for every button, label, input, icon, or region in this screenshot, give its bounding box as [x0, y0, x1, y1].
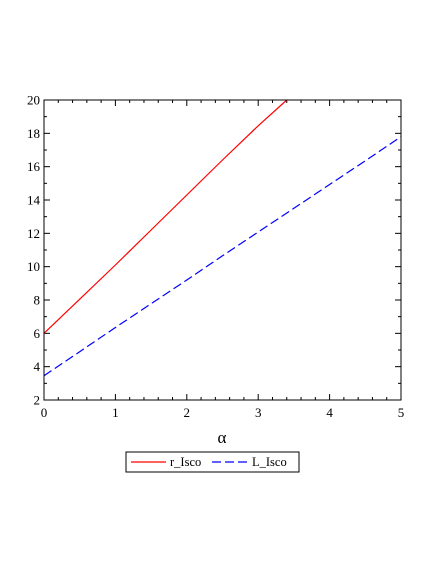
y-tick-label: 12: [27, 226, 40, 241]
series-line-l-isco: [43, 136, 402, 377]
series-layer: [43, 99, 402, 377]
x-tick-label: 5: [398, 405, 405, 420]
x-tick-label: 0: [41, 405, 48, 420]
legend-label-l-isco: L_Isco: [252, 455, 287, 469]
x-tick-label: 4: [326, 405, 333, 420]
series-line-r-isco: [43, 99, 288, 334]
y-tick-label: 14: [27, 193, 41, 208]
x-tick-label: 1: [112, 405, 119, 420]
x-tick-label: 2: [184, 405, 191, 420]
legend-label-r-isco: r_Isco: [170, 455, 201, 469]
y-tick-label: 16: [27, 159, 41, 174]
y-tick-label: 4: [34, 359, 41, 374]
plot-frame: [43, 99, 402, 401]
x-tick-label: 3: [255, 405, 262, 420]
legend: r_Isco L_Isco: [125, 451, 300, 473]
x-axis-ticks: 0 1 2 3 4 5: [41, 100, 405, 420]
y-tick-label: 18: [27, 126, 40, 141]
y-tick-label: 20: [27, 93, 40, 108]
x-axis-label: α: [218, 428, 227, 447]
y-tick-label: 2: [34, 393, 41, 408]
y-tick-label: 8: [34, 293, 41, 308]
y-tick-label: 10: [27, 259, 40, 274]
y-tick-label: 6: [34, 326, 41, 341]
y-axis-ticks: 2 4 6 8 10 12 14 16 18 20: [27, 93, 401, 408]
